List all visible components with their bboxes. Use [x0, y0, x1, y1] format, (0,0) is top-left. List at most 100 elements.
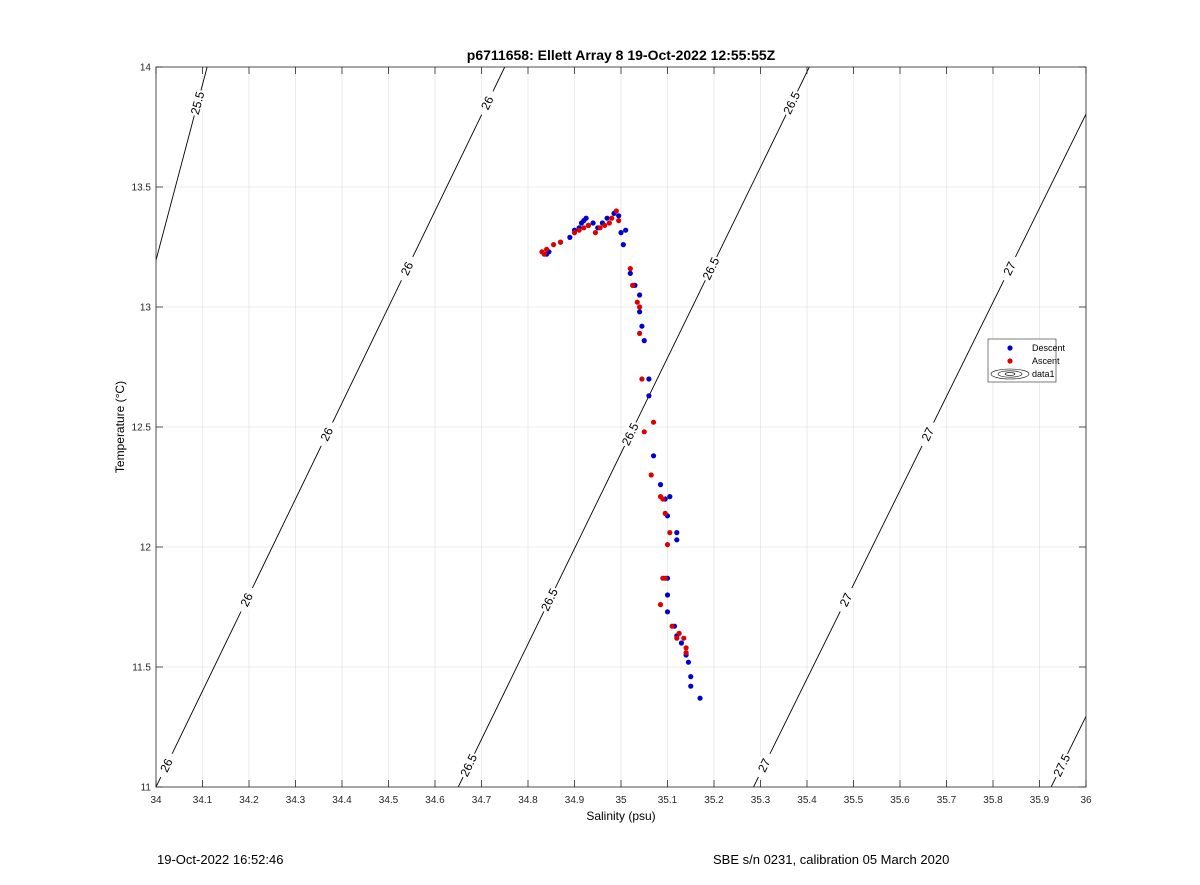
contour-label-bg	[752, 750, 777, 781]
point-ascent	[557, 239, 564, 245]
x-tick-label: 35.8	[983, 795, 1003, 806]
point-ascent	[676, 630, 682, 637]
point-ascent	[683, 645, 689, 651]
point-ascent	[550, 242, 557, 248]
point-ascent	[602, 222, 608, 228]
point-descent	[641, 338, 647, 344]
x-tick-label: 34.5	[379, 795, 399, 806]
y-tick-label: 11.5	[132, 663, 151, 674]
contour-label-bg	[395, 253, 420, 284]
point-ascent	[681, 635, 687, 641]
contour-label-bg	[234, 585, 259, 615]
point-ascent	[639, 376, 645, 382]
point-descent	[627, 270, 633, 276]
contour-label-bg	[997, 253, 1022, 284]
legend-label-ascent: Ascent	[1032, 356, 1060, 366]
y-axis-label: Temperature (°C)	[113, 381, 127, 473]
point-ascent	[606, 220, 612, 226]
contour-label: 26	[398, 259, 417, 277]
point-ascent	[667, 530, 673, 536]
x-tick-label: 35.1	[658, 795, 678, 806]
y-tick-label: 11	[141, 783, 152, 794]
point-descent	[688, 674, 694, 680]
legend-label-descent: Descent	[1032, 343, 1066, 353]
contour-label: 27	[755, 756, 774, 774]
point-descent	[604, 215, 610, 221]
point-descent	[637, 309, 643, 315]
point-descent	[697, 695, 703, 701]
contour-label: 26	[318, 425, 337, 443]
grid-lines	[155, 66, 1087, 788]
x-tick-label: 36	[1080, 795, 1092, 806]
point-descent	[664, 592, 671, 598]
point-descent	[667, 494, 673, 500]
point-descent	[678, 640, 685, 646]
density-contours: 25.5 262626262626.526.526.526.526.5272727…	[156, 67, 1086, 787]
point-ascent	[648, 472, 654, 478]
point-descent	[623, 227, 629, 233]
x-tick-label: 35	[615, 795, 627, 806]
contour-label-bg	[833, 585, 859, 615]
x-tick-label: 35.5	[844, 795, 864, 806]
point-descent	[657, 482, 664, 488]
y-tick-label: 13.5	[132, 183, 152, 194]
x-axis-label: Salinity (psu)	[586, 809, 655, 823]
x-tick-label: 34.4	[332, 795, 352, 806]
footer-timestamp: 19-Oct-2022 16:52:46	[157, 852, 284, 867]
point-ascent	[581, 225, 587, 231]
point-ascent	[576, 227, 582, 233]
point-ascent	[660, 496, 666, 502]
contour-label-bg	[699, 253, 724, 284]
point-descent	[620, 242, 626, 248]
x-tick-label: 34.1	[193, 795, 213, 806]
point-ascent	[657, 602, 664, 608]
y-tick-label: 13	[140, 303, 152, 314]
point-descent	[688, 683, 694, 689]
contour-label-bg	[1049, 750, 1074, 781]
x-tick-label: 34.2	[239, 795, 259, 806]
point-descent	[685, 659, 692, 665]
contour-label: 26	[157, 756, 176, 774]
point-ascent	[571, 230, 578, 236]
contour-label-bg	[915, 419, 940, 449]
legend-marker-ascent	[1007, 358, 1013, 364]
point-descent	[674, 530, 680, 536]
contour-label: 26	[478, 94, 497, 112]
y-tick-label: 12.5	[132, 423, 152, 434]
point-ascent	[669, 623, 675, 629]
contour-label-bg	[618, 419, 643, 449]
contour-label-bg	[475, 88, 500, 118]
point-descent	[646, 393, 652, 399]
legend-label-data1: data1	[1032, 369, 1055, 379]
x-tick-label: 34.7	[472, 795, 492, 806]
x-tick-label: 35.9	[1030, 795, 1050, 806]
axis-ticks: 34 34.1 34.2 34.3 34.4 34.5 34.6 34.7 34.8 34.9 35…	[132, 63, 1092, 807]
contour-label-bg	[779, 88, 804, 118]
x-tick-label: 34.8	[518, 795, 538, 806]
y-tick-label: 14	[140, 63, 152, 74]
point-ascent	[597, 225, 603, 231]
point-descent	[637, 292, 643, 298]
point-ascent	[662, 575, 668, 581]
legend: Descent Ascent data1	[987, 338, 1066, 383]
x-tick-label: 34.3	[286, 795, 306, 806]
x-tick-label: 34	[150, 795, 162, 806]
contour-label-bg	[156, 750, 179, 781]
contour-ellipse-icon	[990, 368, 1030, 380]
point-ascent	[592, 230, 599, 236]
legend-marker-descent	[1007, 345, 1013, 351]
point-descent	[618, 230, 624, 236]
point-descent	[646, 376, 652, 382]
point-descent	[650, 453, 657, 459]
x-tick-label: 34.6	[425, 795, 445, 806]
point-ascent	[630, 282, 636, 288]
point-ascent	[634, 299, 640, 305]
y-tick-label: 12	[140, 543, 152, 554]
point-ascent	[544, 246, 550, 252]
contour-label-bg	[456, 750, 481, 781]
point-ascent	[662, 510, 668, 516]
contour-label: 27	[1000, 259, 1019, 277]
point-ascent	[613, 208, 619, 214]
point-descent	[590, 220, 596, 226]
contour-label-bg	[314, 419, 339, 449]
